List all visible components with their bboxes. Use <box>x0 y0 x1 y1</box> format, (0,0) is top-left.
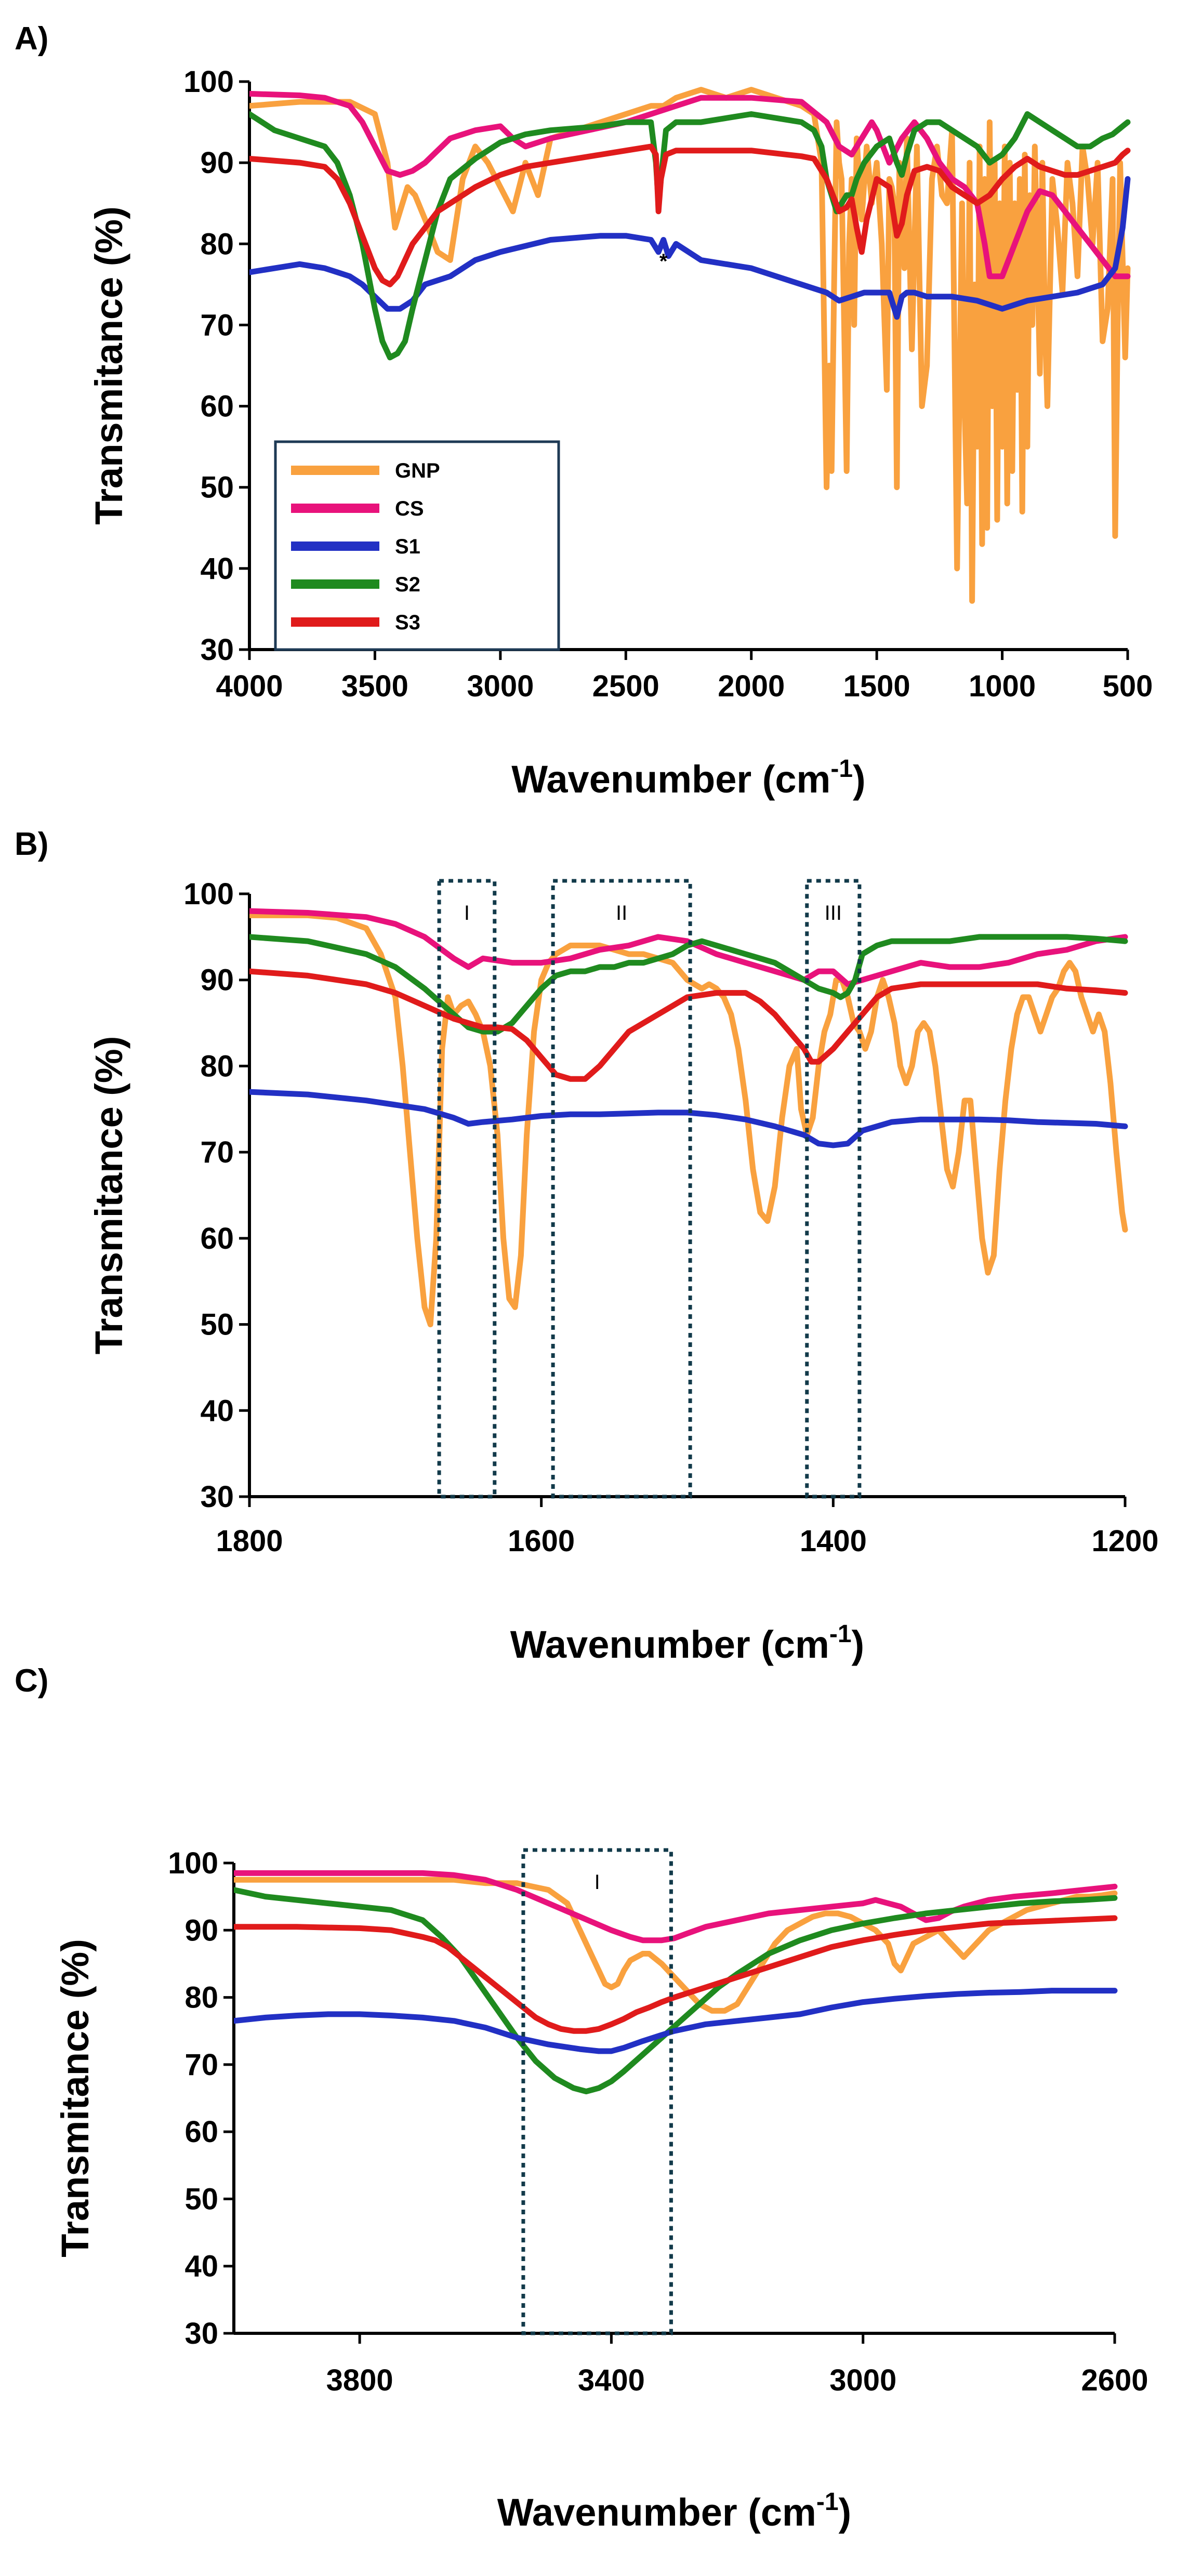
series-line-gnp <box>249 912 1128 1328</box>
x-axis-title-superscript: -1 <box>829 1620 852 1648</box>
y-tick-label: 40 <box>184 2250 218 2283</box>
y-tick-label: 30 <box>200 1480 234 1514</box>
y-tick-label: 80 <box>200 1049 234 1083</box>
series-line-s3 <box>249 968 1128 1082</box>
y-tick-label: 70 <box>184 2048 218 2082</box>
legend-label-s3: S3 <box>395 611 420 634</box>
x-tick-label: 1600 <box>508 1524 575 1558</box>
y-tick-label: 50 <box>200 471 234 505</box>
y-tick-label: 100 <box>183 65 234 99</box>
x-tick-label: 1000 <box>969 669 1036 703</box>
region-box-i <box>437 879 497 1499</box>
x-tick-label: 500 <box>1103 669 1153 703</box>
x-tick-label: 1400 <box>800 1524 867 1558</box>
y-tick-label: 80 <box>184 1981 218 2015</box>
region-box-i <box>521 1848 673 2335</box>
region-box-ii <box>551 879 692 1499</box>
region-label-iii: III <box>825 902 842 924</box>
x-tick-label: 3400 <box>578 2363 645 2397</box>
y-axis-title: Transmitance (%) <box>87 1036 130 1355</box>
x-tick-label: 3500 <box>341 669 408 703</box>
series-line-s1 <box>249 1089 1128 1148</box>
y-tick-label: 60 <box>200 390 234 424</box>
asterisk-annotation: * <box>659 250 668 273</box>
legend-label-s1: S1 <box>395 535 420 558</box>
series-line-s2 <box>249 111 1131 361</box>
y-axis-title: Transmitance (%) <box>54 1939 97 2257</box>
x-tick-label: 2500 <box>592 669 659 703</box>
x-tick-label: 1200 <box>1091 1524 1158 1558</box>
y-tick-label: 70 <box>200 308 234 342</box>
x-axis-title: Wavenumber (cm-1) <box>511 755 865 801</box>
panel-b: B) 30 40 50 60 70 80 90 100 1800 1600 1400 1200 Waven… <box>15 826 1159 1666</box>
y-tick-label: 50 <box>184 2182 218 2216</box>
x-tick-label: 4000 <box>216 669 283 703</box>
x-axis-title-superscript: -1 <box>830 755 853 783</box>
legend-label-gnp: GNP <box>395 459 440 482</box>
series-line-s1 <box>234 1988 1118 2054</box>
x-axis-title-main: Wavenumber (cm <box>510 1623 829 1666</box>
y-axis-title: Transmitance (%) <box>87 206 130 525</box>
series-line-cs <box>249 908 1128 987</box>
series-line-s2 <box>234 1887 1118 2095</box>
y-tick-label: 40 <box>200 1394 234 1428</box>
x-tick-label: 2000 <box>718 669 785 703</box>
panel-label: C) <box>15 1663 48 1699</box>
y-tick-label: 30 <box>200 633 234 667</box>
legend-label-cs: CS <box>395 497 424 520</box>
x-axis-title-main: Wavenumber (cm <box>511 758 830 801</box>
region-label-i: I <box>595 1871 600 1894</box>
panel-label: B) <box>15 826 48 862</box>
x-axis-title-main: Wavenumber (cm <box>497 2491 816 2534</box>
panel-label: A) <box>15 21 48 57</box>
panel-a: A) 30 40 50 60 70 80 90 100 4000 3500 3000 2500 2000 1… <box>15 21 1153 801</box>
panel-c: C) 30 40 50 60 70 80 90 100 3800 3400 3000 2600 Waven… <box>15 1663 1148 2534</box>
x-tick-label: 3800 <box>326 2363 393 2397</box>
y-tick-label: 90 <box>200 146 234 180</box>
x-axis-title-end: ) <box>839 2491 852 2534</box>
series-line-s3 <box>249 143 1131 287</box>
y-tick-label: 100 <box>168 1846 218 1880</box>
legend: GNP CS S1 S2 S3 <box>274 440 560 651</box>
series-line-s3 <box>234 1915 1118 2034</box>
region-box-iii <box>805 879 862 1499</box>
x-tick-label: 3000 <box>829 2363 896 2397</box>
y-tick-label: 90 <box>184 1913 218 1947</box>
region-label-i: I <box>464 902 470 924</box>
series-group <box>249 87 1131 604</box>
y-tick-label: 90 <box>200 963 234 997</box>
y-tick-label: 80 <box>200 227 234 261</box>
region-label-ii: II <box>616 902 627 924</box>
x-axis-title-end: ) <box>853 758 866 801</box>
series-line-cs <box>249 90 1131 280</box>
y-tick-label: 60 <box>184 2115 218 2149</box>
y-tick-label: 100 <box>183 877 234 911</box>
x-tick-label: 1500 <box>843 669 910 703</box>
series-group <box>249 908 1128 1328</box>
y-tick-label: 40 <box>200 552 234 586</box>
series-line-s2 <box>249 934 1128 1035</box>
series-group <box>234 1870 1118 2095</box>
y-tick-label: 60 <box>200 1222 234 1256</box>
y-tick-label: 30 <box>184 2317 218 2350</box>
x-tick-label: 2600 <box>1081 2363 1148 2397</box>
y-tick-label: 50 <box>200 1308 234 1342</box>
x-axis-title-end: ) <box>852 1623 865 1666</box>
y-tick-label: 70 <box>200 1135 234 1169</box>
series-line-s1 <box>249 176 1131 320</box>
x-axis-title: Wavenumber (cm-1) <box>510 1620 864 1666</box>
x-tick-label: 1800 <box>216 1524 283 1558</box>
legend-label-s2: S2 <box>395 573 420 596</box>
x-axis-title: Wavenumber (cm-1) <box>497 2488 851 2534</box>
x-tick-label: 3000 <box>467 669 534 703</box>
x-axis-title-superscript: -1 <box>816 2488 839 2516</box>
